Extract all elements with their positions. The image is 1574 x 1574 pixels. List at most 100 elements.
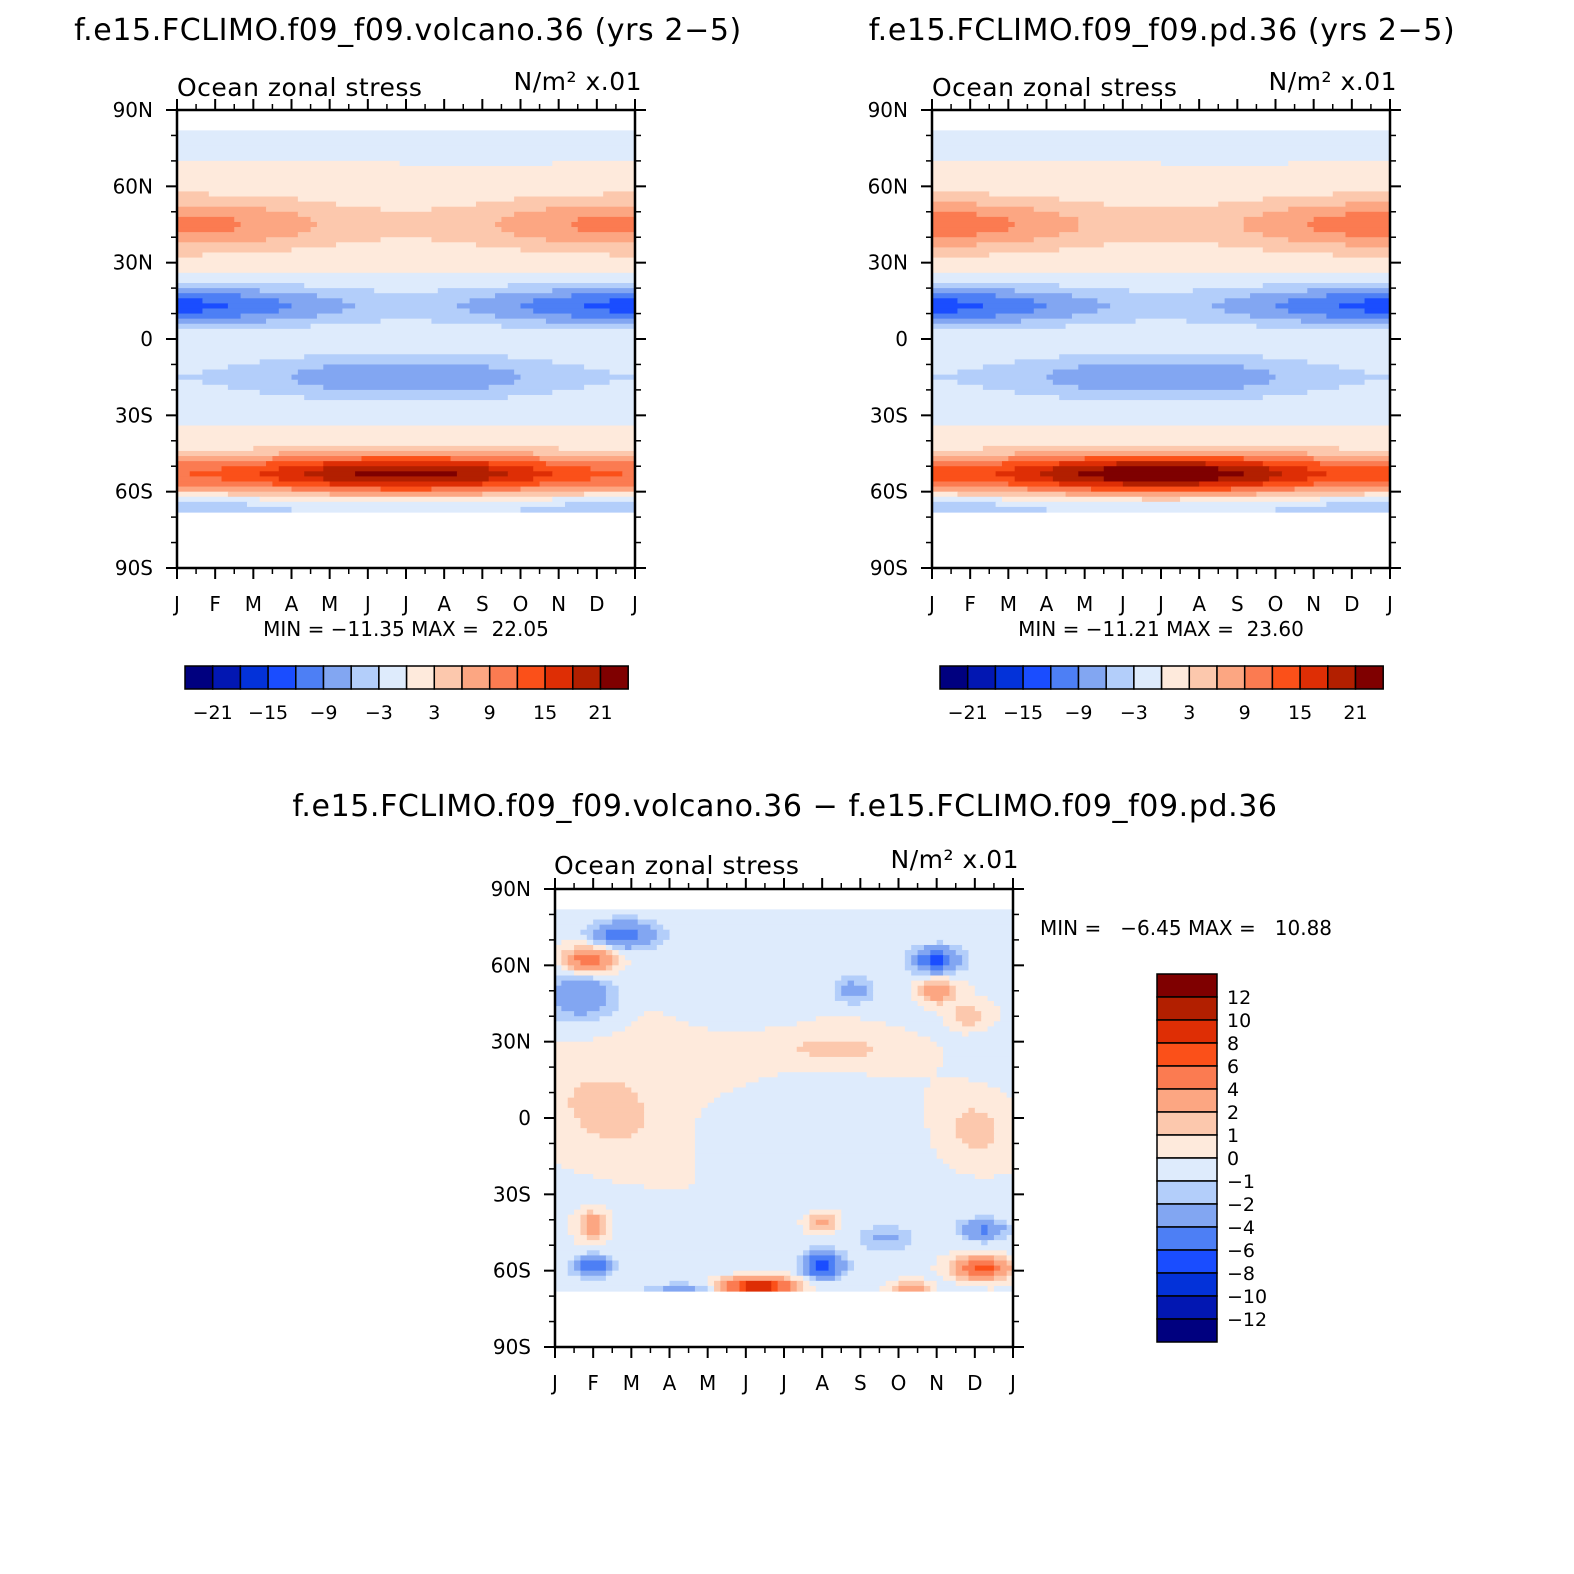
contour-cell <box>177 328 636 335</box>
contour-cell <box>911 990 919 997</box>
contour-cell <box>917 990 925 997</box>
contour-cell <box>555 1163 562 1170</box>
contour-cell <box>177 435 636 442</box>
contour-cell <box>599 1016 639 1022</box>
y-tick-label: 90N <box>113 98 153 122</box>
contour-cell <box>923 1112 963 1119</box>
colorbar-box <box>1327 665 1357 690</box>
contour-cell <box>1307 359 1391 366</box>
contour-cell <box>809 1275 817 1282</box>
contour-cell <box>555 1041 804 1048</box>
contour-cell <box>930 965 944 972</box>
contour-cell <box>488 476 534 483</box>
contour-cell <box>605 950 613 956</box>
contour-cell <box>1192 288 1308 294</box>
contour-cell <box>930 1285 938 1292</box>
contour-cell <box>574 1209 588 1216</box>
contour-cell <box>650 924 664 931</box>
panel-volcano-colorbar: −21 −15 −9 −3 3 9 15 21 <box>184 665 629 724</box>
contour-cell <box>177 145 636 152</box>
contour-cell <box>605 965 613 972</box>
contour-cell <box>904 965 919 972</box>
contour-cell <box>932 466 1016 472</box>
contour-cell <box>873 995 912 1002</box>
contour-cell <box>374 288 439 294</box>
contour-cell <box>968 955 1014 961</box>
contour-cell <box>567 1224 582 1231</box>
contour-cell <box>612 944 626 951</box>
contour-cell <box>932 165 1391 172</box>
contour-cell <box>323 364 490 371</box>
colorbar-label: 6 <box>1227 1056 1239 1078</box>
contour-cell <box>932 323 1067 330</box>
contour-cell <box>469 298 534 304</box>
contour-cell <box>866 1051 944 1058</box>
contour-cell <box>1059 232 1264 238</box>
contour-cell <box>431 206 547 213</box>
contour-cell <box>932 135 1391 142</box>
contour-cell <box>266 206 382 213</box>
contour-cell <box>898 1275 925 1282</box>
contour-cell <box>803 1260 811 1267</box>
contour-cell <box>932 435 1391 442</box>
contour-cell <box>612 1219 798 1226</box>
contour-cell <box>555 1270 569 1277</box>
contour-cell <box>828 1265 836 1272</box>
contour-cell <box>555 909 1014 916</box>
contour-cell <box>656 919 1014 926</box>
colorbar-box <box>184 665 214 690</box>
contour-cell <box>599 924 652 931</box>
contour-cell <box>1059 196 1264 203</box>
colorbar-label: 9 <box>484 702 496 724</box>
contour-cell <box>593 919 613 926</box>
contour-cell <box>586 1250 601 1256</box>
contour-cell <box>943 1056 1014 1063</box>
contour-cell <box>1046 506 1277 513</box>
y-tick-label: 30S <box>493 1182 531 1206</box>
contour-cell <box>815 1275 836 1282</box>
contour-cell <box>955 1265 963 1272</box>
contour-cell <box>936 1260 950 1267</box>
panel-difference-variable-label: Ocean zonal stress <box>554 851 799 880</box>
contour-cell <box>593 944 607 951</box>
contour-cell <box>923 1097 1014 1104</box>
contour-cell <box>923 1107 970 1114</box>
contour-cell <box>567 960 582 966</box>
contour-cell <box>962 955 970 961</box>
contour-cell <box>932 293 997 299</box>
colorbar-box <box>1156 1157 1218 1182</box>
contour-cell <box>841 985 868 992</box>
contour-cell <box>932 445 984 452</box>
contour-cell <box>834 1250 849 1256</box>
contour-cell <box>488 364 585 371</box>
contour-cell <box>932 496 1003 503</box>
contour-cell <box>342 308 471 315</box>
contour-cell <box>1065 491 1258 498</box>
colorbar-box <box>1156 996 1218 1021</box>
contour-cell <box>955 1123 995 1129</box>
contour-cell <box>932 298 959 304</box>
contour-cell <box>1199 481 1264 488</box>
contour-cell <box>974 990 1014 997</box>
contour-cell <box>431 318 547 325</box>
colorbar-label: 3 <box>1183 702 1195 724</box>
contour-cell <box>552 288 636 294</box>
contour-cell <box>323 461 490 467</box>
contour-cell <box>605 985 620 992</box>
contour-cell <box>310 227 503 233</box>
contour-cell <box>555 990 607 997</box>
colorbar-label: −12 <box>1227 1309 1267 1331</box>
contour-cell <box>177 481 274 488</box>
contour-cell <box>1345 201 1391 208</box>
contour-cell <box>866 1072 938 1078</box>
contour-cell <box>177 135 636 142</box>
contour-cell <box>574 970 620 977</box>
contour-cell <box>561 939 588 946</box>
contour-cell <box>932 430 1391 437</box>
contour-cell <box>1084 456 1245 462</box>
contour-cell <box>932 201 978 208</box>
contour-cell <box>355 303 458 310</box>
contour-cell <box>663 924 1014 931</box>
contour-cell <box>297 211 515 218</box>
contour-cell <box>993 1260 1008 1267</box>
